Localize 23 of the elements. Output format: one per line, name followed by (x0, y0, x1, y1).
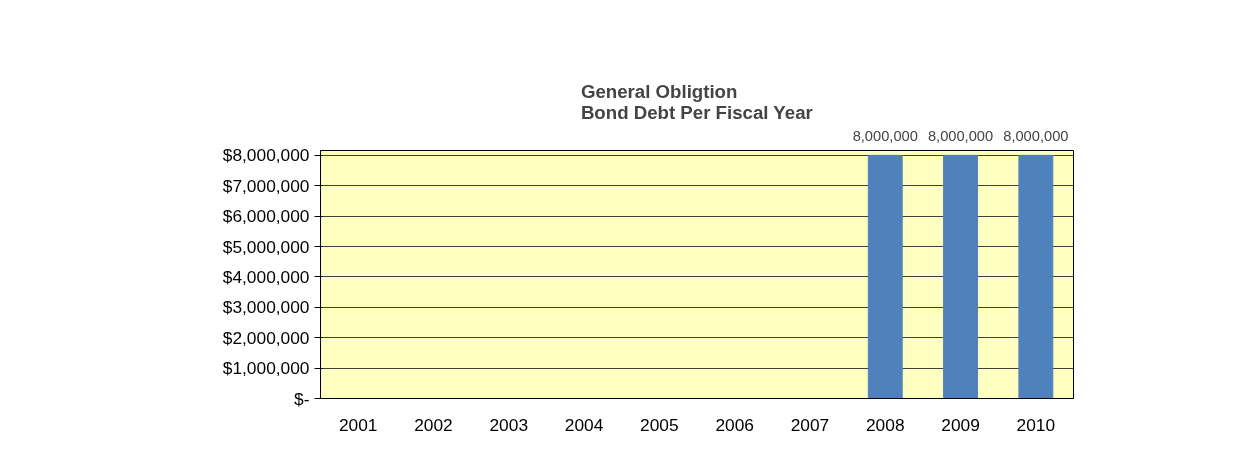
y-tick-label: $4,000,000 (222, 266, 310, 287)
data-label: 8,000,000 (852, 127, 918, 144)
y-tick-label: $7,000,000 (222, 175, 310, 196)
x-tick-label: 2005 (640, 414, 679, 435)
x-tick-label: 2006 (715, 414, 754, 435)
y-tick-label: $5,000,000 (222, 236, 310, 257)
x-tick-label: 2003 (489, 414, 529, 435)
x-tick-label: 2004 (564, 414, 604, 435)
y-tick-label: $1,000,000 (222, 358, 310, 379)
chart-title: General Obligtion Bond Debt Per Fiscal Year (580, 80, 813, 123)
y-tick-label: $3,000,000 (222, 297, 310, 318)
x-tick-label: 2002 (414, 414, 453, 435)
x-tick-label: 2008 (865, 414, 905, 435)
y-tick-label: $- (294, 388, 310, 409)
x-tick-label: 2009 (941, 414, 980, 435)
data-label: 8,000,000 (927, 127, 994, 144)
y-tick-label: $2,000,000 (222, 327, 310, 348)
x-tick-label: 2001 (338, 414, 378, 435)
y-tick-label: $6,000,000 (222, 206, 310, 227)
x-tick-label: 2010 (1016, 414, 1056, 435)
data-label: 8,000,000 (1003, 127, 1069, 144)
x-tick-label: 2007 (790, 414, 830, 435)
y-tick-label: $8,000,000 (222, 145, 310, 166)
